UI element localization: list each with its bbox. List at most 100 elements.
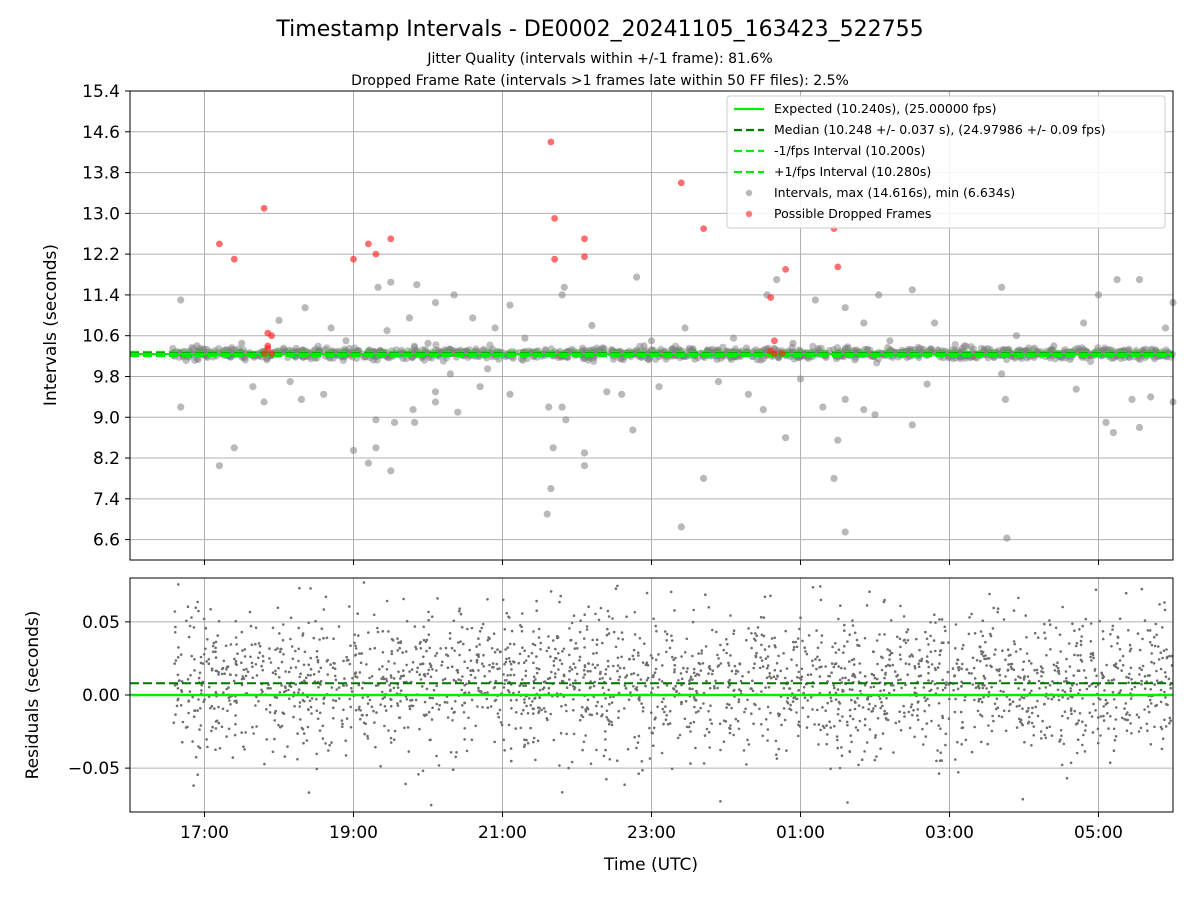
dropped-frame-point xyxy=(581,235,588,243)
interval-point xyxy=(753,356,761,364)
residual-point xyxy=(381,665,384,668)
residual-point xyxy=(1164,675,1168,678)
interval-outlier-point xyxy=(387,467,395,475)
residual-point xyxy=(923,709,926,713)
residual-point xyxy=(499,721,503,724)
residual-point xyxy=(801,639,804,643)
residual-point xyxy=(764,718,768,721)
residual-point xyxy=(834,642,837,645)
residual-point xyxy=(1112,678,1116,681)
residual-point xyxy=(916,714,919,717)
residual-point xyxy=(653,671,657,674)
residual-point xyxy=(1094,685,1098,689)
residual-point xyxy=(483,674,487,678)
residual-point xyxy=(747,627,750,630)
interval-outlier-point xyxy=(1135,423,1144,432)
residual-point xyxy=(617,691,621,695)
interval-outlier-point xyxy=(700,474,708,482)
residual-point xyxy=(200,684,203,687)
residual-point xyxy=(454,755,458,759)
residual-point xyxy=(1060,734,1063,738)
residual-point xyxy=(926,660,930,664)
residual-point xyxy=(281,711,285,714)
residual-point xyxy=(473,676,477,679)
residual-point xyxy=(1103,689,1106,692)
residual-point xyxy=(1066,716,1070,720)
interval-outlier-point xyxy=(454,408,462,416)
residual-point xyxy=(564,703,567,707)
residual-point xyxy=(405,663,408,667)
residual-point xyxy=(287,688,290,692)
residual-point xyxy=(306,673,310,677)
residual-point xyxy=(836,738,839,742)
residual-point xyxy=(820,665,823,668)
residual-point xyxy=(416,666,420,670)
residual-point xyxy=(719,662,723,665)
residual-point xyxy=(1153,683,1156,686)
residual-point xyxy=(1124,591,1128,595)
residual-point xyxy=(682,666,685,670)
residual-point xyxy=(233,657,236,661)
residual-point xyxy=(702,702,705,705)
residual-point xyxy=(766,666,769,670)
residual-point xyxy=(915,637,918,641)
residual-point xyxy=(750,712,753,715)
residual-point xyxy=(376,630,380,634)
residual-point xyxy=(738,662,742,666)
residual-point xyxy=(477,669,480,672)
residual-point xyxy=(1096,716,1100,719)
residual-point xyxy=(1150,643,1154,647)
residual-point xyxy=(809,696,813,699)
residual-point xyxy=(1098,698,1102,701)
residual-point xyxy=(607,632,611,635)
residual-point xyxy=(634,687,637,691)
residual-point xyxy=(1143,687,1147,690)
residual-point xyxy=(1073,629,1076,632)
residual-point xyxy=(770,676,773,680)
residual-point xyxy=(978,645,982,648)
residual-point xyxy=(817,723,821,726)
residual-point xyxy=(853,631,857,635)
residual-point xyxy=(517,661,521,665)
residual-point xyxy=(661,664,664,667)
residual-point xyxy=(811,664,815,667)
residual-point xyxy=(980,740,983,744)
residual-point xyxy=(1137,716,1141,719)
residual-point xyxy=(255,725,258,728)
residual-point xyxy=(243,748,246,751)
residual-point xyxy=(1067,642,1071,645)
residual-point xyxy=(654,667,658,671)
residual-point xyxy=(257,656,260,660)
residual-point xyxy=(1120,716,1124,720)
residual-point xyxy=(508,642,512,646)
residual-point xyxy=(593,666,597,669)
residual-point xyxy=(687,725,691,729)
residual-point xyxy=(1164,725,1168,728)
residual-point xyxy=(865,741,869,744)
residual-point xyxy=(767,686,771,689)
residual-point xyxy=(387,729,390,732)
residual-point xyxy=(261,668,265,672)
interval-outlier-point xyxy=(413,281,421,289)
residual-point xyxy=(707,672,710,675)
interval-outlier-point xyxy=(647,337,656,345)
residual-point xyxy=(414,698,418,702)
residual-point xyxy=(454,680,458,683)
residual-point xyxy=(379,764,382,768)
residual-point xyxy=(973,725,976,729)
residual-point xyxy=(522,708,525,712)
x-tick-label: 05:00 xyxy=(1074,823,1123,843)
dropped-frame-points xyxy=(216,138,842,357)
residual-point xyxy=(441,660,444,664)
residual-point xyxy=(452,678,456,682)
residual-point xyxy=(725,638,728,641)
residual-point xyxy=(354,671,357,675)
residual-point xyxy=(729,727,732,730)
residual-point xyxy=(600,705,604,708)
residual-point xyxy=(970,612,973,616)
residual-point xyxy=(307,791,311,794)
residual-point xyxy=(953,710,957,714)
residual-point xyxy=(309,656,313,660)
residual-point xyxy=(1076,722,1079,725)
residual-point xyxy=(214,656,218,659)
